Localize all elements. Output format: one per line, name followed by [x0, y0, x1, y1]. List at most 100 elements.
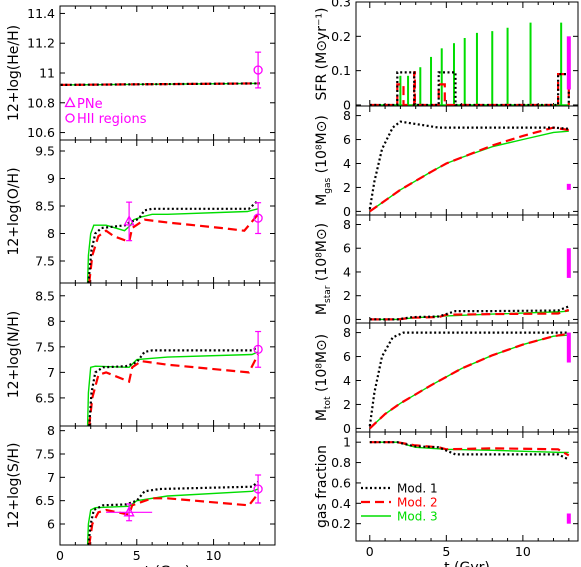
obs-range-bar: [566, 183, 571, 190]
y-tick-label: 8.5: [35, 288, 55, 303]
y-tick-label: 0.2: [331, 516, 351, 531]
y-tick-label: 6: [343, 241, 351, 256]
legend-label: PNe: [77, 97, 103, 112]
y-tick-label: 11: [39, 66, 55, 81]
y-axis-label: Mtot (10⁸M⊙): [314, 334, 333, 421]
y-tick-label: 7.5: [35, 254, 55, 269]
series-mod2-line: [369, 332, 569, 430]
hii-region-point: [253, 65, 263, 75]
legend-label: HII regions: [77, 112, 147, 127]
y-tick-label: 7: [47, 365, 55, 380]
y-tick-label: 0.4: [331, 496, 351, 511]
x-tick-label: 0: [56, 548, 64, 563]
y-tick-label: 0.8: [331, 455, 351, 470]
hii-region-point: [253, 484, 263, 494]
y-tick-label: 9.5: [35, 144, 55, 159]
y-axis-label: 12+log(S/H): [6, 443, 22, 529]
y-tick-label: 8: [47, 423, 55, 438]
series-mod3-line: [86, 351, 259, 426]
hii-region-point: [253, 213, 263, 223]
legend-label: Mod. 3: [397, 510, 438, 524]
series-mod3-line: [86, 208, 259, 283]
y-tick-label: 7: [47, 470, 55, 485]
y-tick-label: 0: [343, 421, 351, 436]
y-tick-label: 2: [343, 180, 351, 195]
y-tick-label: 0.1: [331, 63, 351, 78]
series-mod2-line: [88, 493, 259, 545]
y-tick-label: 1: [343, 435, 351, 450]
panel-oh: 7.5 8 8.5 9 9.5 12+log(O/H): [6, 139, 276, 284]
y-axis-label: 12+log(He/H): [6, 25, 22, 121]
x-tick-label: 5: [133, 548, 141, 563]
obs-range-bar: [566, 248, 571, 278]
x-tick-label: 10: [206, 548, 222, 563]
series-mod1-line: [60, 82, 260, 86]
y-tick-label: 7.5: [35, 447, 55, 462]
y-tick-label: 4: [343, 156, 351, 171]
y-tick-label: 8: [343, 108, 351, 123]
x-tick-label: 5: [442, 544, 450, 559]
series-mod1-line: [368, 120, 569, 210]
legend-label: Mod. 1: [397, 482, 438, 496]
y-tick-label: 8: [343, 325, 351, 340]
series-mod1-line: [87, 199, 259, 283]
y-tick-label: 7.5: [35, 339, 55, 354]
obs-range-bar: [566, 332, 571, 363]
series-mod3-line: [369, 130, 569, 212]
series-mod1-line: [369, 305, 570, 321]
panel-mstar: 0 2 4 6 8 Mstar (10⁸M⊙): [314, 214, 579, 327]
panel-nh: 6.5 7 7.5 8 8.5 12+log(N/H): [6, 282, 276, 427]
legend-pne-marker: [64, 96, 76, 108]
x-axis-label: t (Gyr): [145, 564, 191, 567]
y-tick-label: 0.3: [331, 0, 351, 10]
series-mod1-line: [88, 345, 259, 426]
panel-sh: 6 6.5 7 7.5 8 0 5 10 t (Gyr) 12+log(S/H): [6, 423, 276, 567]
y-tick-label: 2: [343, 397, 351, 412]
y-tick-label: 6.5: [35, 390, 55, 405]
legend-label: Mod. 2: [397, 496, 438, 510]
pne-point: [123, 505, 135, 517]
x-tick-label: 10: [515, 544, 531, 559]
series-mod1-line: [87, 481, 259, 545]
y-tick-label: 6: [343, 132, 351, 147]
panel-gasfrac: 0.20.40.60.810510t (Gyr)gas fractionMod.…: [314, 431, 579, 567]
obs-range-bar: [566, 513, 571, 524]
series-mod3-line: [369, 334, 569, 429]
hii-region-point: [253, 344, 263, 355]
y-tick-label: 10.6: [27, 125, 55, 140]
y-tick-label: 6.5: [35, 493, 55, 508]
y-axis-label: Mgas (10⁸M⊙): [314, 115, 333, 206]
obs-range-bar: [566, 36, 571, 90]
y-tick-label: 4: [343, 373, 351, 388]
y-tick-label: 11.4: [27, 6, 55, 21]
series-mod2-line: [369, 126, 569, 213]
y-tick-label: 0.2: [331, 29, 351, 44]
y-axis-label: 12+log(O/H): [6, 167, 22, 255]
y-tick-label: 8.5: [35, 199, 55, 214]
y-tick-label: 2: [343, 288, 351, 303]
plot-frame: [355, 214, 579, 324]
y-tick-label: 10.8: [27, 95, 55, 110]
y-tick-label: 11.2: [27, 36, 55, 51]
x-axis-label: t (Gyr): [444, 560, 490, 567]
y-axis-label: gas fraction: [314, 445, 330, 528]
pne-point: [123, 215, 135, 226]
y-axis-label: Mstar (10⁸M⊙): [314, 223, 333, 315]
series-mod2-line: [88, 213, 259, 283]
y-tick-label: 6: [343, 349, 351, 364]
series-mod3-line: [86, 488, 259, 545]
series-mod1-line: [369, 71, 570, 106]
plot-frame: [355, 431, 579, 542]
y-tick-label: 6: [47, 517, 55, 532]
y-tick-label: 4: [343, 264, 351, 279]
x-tick-label: 0: [366, 544, 374, 559]
y-axis-label: SFR (M⊙yr⁻¹): [314, 8, 330, 101]
series-mod2-line: [88, 353, 260, 426]
plot-frame: [355, 105, 579, 216]
series-mod1-line: [368, 331, 569, 427]
y-tick-label: 0.6: [331, 475, 351, 490]
y-tick-label: 8: [47, 226, 55, 241]
